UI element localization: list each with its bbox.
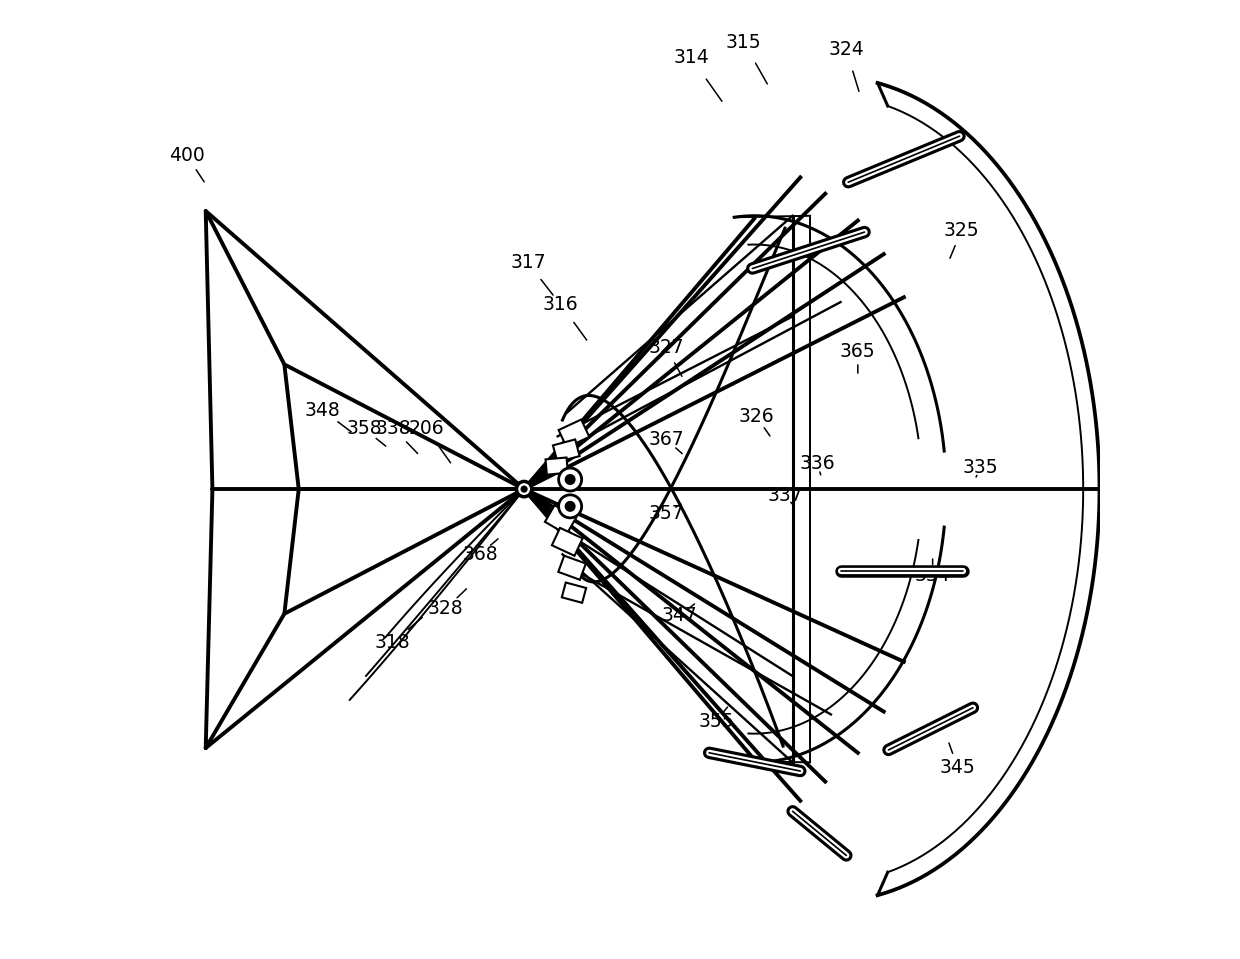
Text: 206: 206 xyxy=(408,419,444,438)
Text: 337: 337 xyxy=(768,486,802,505)
Circle shape xyxy=(565,502,575,511)
Polygon shape xyxy=(546,457,568,475)
Text: 316: 316 xyxy=(543,294,578,314)
Text: 358: 358 xyxy=(346,419,382,438)
Polygon shape xyxy=(553,439,579,462)
Text: 365: 365 xyxy=(839,342,875,362)
Text: 325: 325 xyxy=(944,221,980,240)
Text: 334: 334 xyxy=(915,566,951,585)
Text: 357: 357 xyxy=(649,503,683,523)
Circle shape xyxy=(559,495,582,518)
Text: 355: 355 xyxy=(698,712,734,731)
Text: 400: 400 xyxy=(169,146,205,165)
Text: 314: 314 xyxy=(673,48,709,67)
Text: 348: 348 xyxy=(305,401,341,420)
Circle shape xyxy=(516,481,532,497)
Polygon shape xyxy=(544,505,577,534)
Circle shape xyxy=(521,486,527,492)
Text: 327: 327 xyxy=(649,338,683,357)
Polygon shape xyxy=(558,555,585,580)
Text: 335: 335 xyxy=(962,458,998,478)
Text: 367: 367 xyxy=(649,430,683,449)
Text: 345: 345 xyxy=(940,758,976,777)
Text: 338: 338 xyxy=(376,419,412,438)
Polygon shape xyxy=(558,419,589,448)
Circle shape xyxy=(559,468,582,491)
Text: 326: 326 xyxy=(738,407,774,426)
Polygon shape xyxy=(562,582,587,603)
Text: 368: 368 xyxy=(463,545,497,564)
Text: 318: 318 xyxy=(374,633,410,652)
Text: 336: 336 xyxy=(800,454,836,473)
Text: 328: 328 xyxy=(428,599,464,619)
Polygon shape xyxy=(206,211,299,748)
Text: 317: 317 xyxy=(510,253,546,272)
Text: 315: 315 xyxy=(725,33,761,52)
Polygon shape xyxy=(552,527,583,556)
Circle shape xyxy=(565,475,575,484)
Text: 324: 324 xyxy=(828,40,864,59)
Text: 347: 347 xyxy=(662,606,697,625)
